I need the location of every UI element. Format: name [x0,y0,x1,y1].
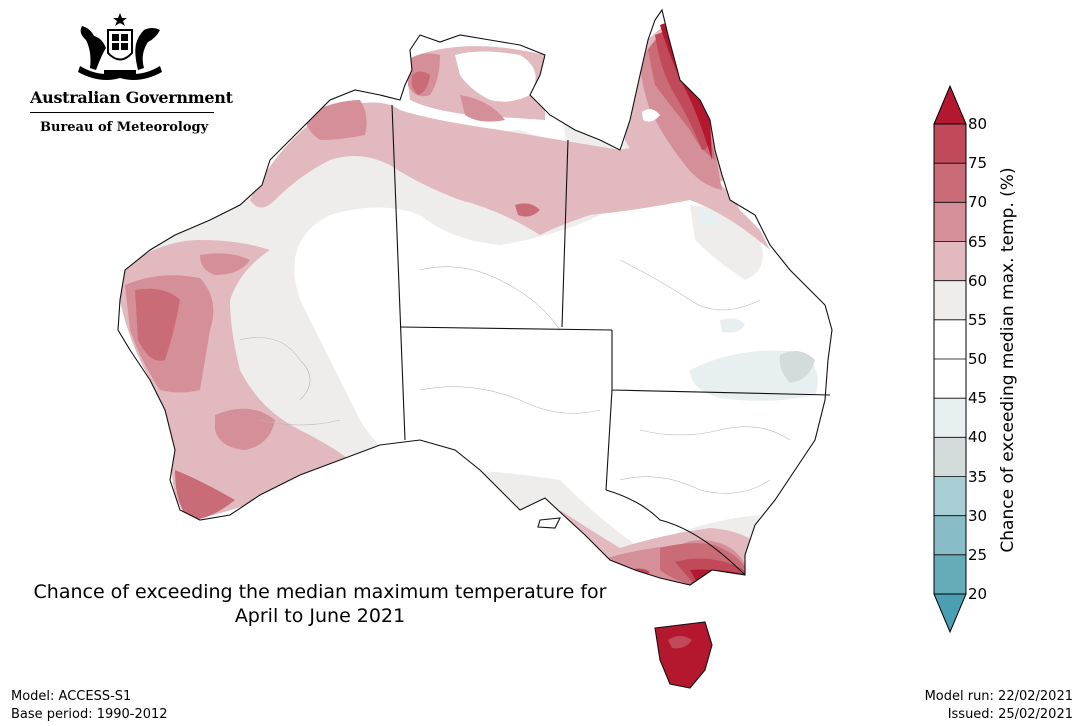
colorbar-band [934,476,966,516]
colorbar-tick-label: 80 [968,115,988,133]
coat-of-arms-icon [78,13,162,80]
colorbar-tick-label: 75 [968,154,988,173]
colorbar-max-arrow [933,84,967,125]
colorbar-tick-label: 60 [968,271,988,290]
model-info: Model: ACCESS-S1 Base period: 1990-2012 [11,688,168,724]
agency-name: Bureau of Meteorology [40,120,209,135]
colorbar-tick-label: 30 [968,506,988,525]
colorbar-title: Chance of exceeding median max. temp. (%… [998,167,1018,553]
colorbar-band [934,437,966,477]
colorbar-tick-label: 55 [968,310,988,329]
model-run-label: Model run: 22/02/2021 [924,689,1073,704]
colorbar-tick-label: 35 [968,467,988,486]
colorbar-band [934,124,966,164]
map-title-line-2: April to June 2021 [234,605,406,627]
colorbar-tick-label: 65 [968,232,988,251]
colorbar-band [934,280,966,320]
logo-divider [30,112,214,113]
map-title-line-1: Chance of exceeding the median maximum t… [33,581,607,603]
colorbar-tick-label: 50 [968,350,988,368]
colorbar-band [934,515,966,555]
map-title: Chance of exceeding the median maximum t… [0,580,640,628]
colorbar-band [934,241,966,281]
colorbar-band [934,202,966,242]
colorbar-tick-label: 20 [968,585,988,603]
colorbar-band [934,398,966,438]
colorbar-tick-label: 45 [968,389,988,408]
government-name: Australian Government [30,88,233,107]
base-period-label: Base period: 1990-2012 [11,707,168,722]
run-info: Model run: 22/02/2021 Issued: 25/02/2021 [925,688,1073,724]
model-label: Model: ACCESS-S1 [11,689,132,704]
colorbar-tick-label: 25 [968,545,988,564]
colorbar-tick-label: 40 [968,428,988,447]
issued-label: Issued: 25/02/2021 [947,707,1073,722]
colorbar-band [934,554,966,594]
bom-logo: Australian Government Bureau of Meteorol… [20,8,233,138]
colorbar-tick-label: 70 [968,193,988,212]
colorbar-band [934,163,966,203]
colorbar-band [934,319,966,359]
colorbar-min-arrow [933,593,967,634]
colorbar-band [934,359,966,399]
